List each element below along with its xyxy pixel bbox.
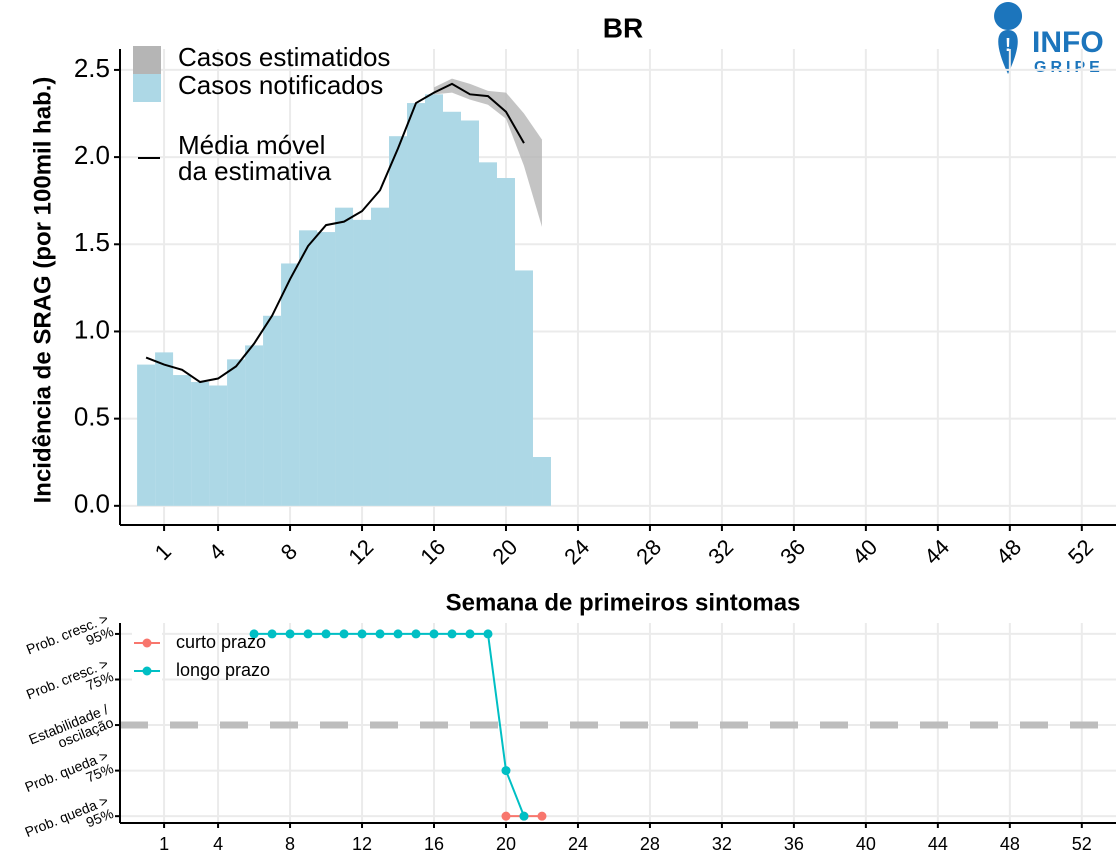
y-tick-label: 2.0 [74, 140, 110, 170]
legend-label: longo prazo [176, 660, 270, 680]
x-tick-label: 48 [1000, 834, 1020, 854]
trend-point [375, 629, 385, 639]
x-tick-label: 40 [847, 534, 882, 569]
x-tick-label: 4 [204, 539, 230, 565]
trend-point [465, 629, 475, 639]
trend-point [411, 629, 421, 639]
x-tick-label: 28 [631, 534, 666, 569]
bar [425, 94, 444, 506]
logo-pin [994, 2, 1023, 75]
x-tick-label: 4 [213, 834, 223, 854]
trend-point [519, 811, 529, 821]
y-tick-label: 2.5 [74, 53, 110, 83]
bar [209, 385, 228, 506]
trend-point [537, 811, 547, 821]
bar [532, 457, 551, 506]
x-tick-label: 24 [559, 534, 594, 569]
trend-point [429, 629, 439, 639]
chart-title: BR [603, 12, 643, 43]
bar [263, 315, 282, 506]
bar [155, 352, 174, 506]
trend-point [357, 629, 367, 639]
bar [460, 120, 479, 506]
legend-label: Casos estimatidos [178, 42, 391, 72]
bar [191, 382, 210, 506]
bar [496, 178, 515, 506]
trend-point [447, 629, 457, 639]
x-tick-label: 32 [712, 834, 732, 854]
trend-point [501, 811, 511, 821]
x-tick-label: 24 [568, 834, 588, 854]
trend-line [254, 632, 525, 817]
trend-point [303, 629, 313, 639]
estimate-band [523, 113, 542, 227]
x-tick-label: 44 [919, 534, 954, 569]
x-tick-label: 32 [703, 534, 738, 569]
bar [407, 103, 426, 506]
bar [137, 364, 156, 506]
bar [353, 219, 372, 506]
legend-key [142, 638, 152, 648]
x-tick-label: 36 [784, 834, 804, 854]
x-tick-label: 20 [496, 834, 516, 854]
bar [281, 263, 300, 506]
bar [371, 207, 390, 506]
bar [245, 345, 264, 506]
x-tick-label: 52 [1072, 834, 1092, 854]
logo-subtext: GRIPE [1034, 59, 1104, 76]
bar [299, 230, 318, 506]
bar [227, 359, 246, 506]
x-tick-label: 8 [285, 834, 295, 854]
x-tick-label: 28 [640, 834, 660, 854]
x-tick-label: 20 [487, 534, 522, 569]
legend-key [142, 666, 152, 676]
x-tick-label: 44 [928, 834, 948, 854]
x-tick-label: 48 [991, 534, 1026, 569]
logo-mark: ! [1005, 35, 1011, 55]
trend-point [501, 766, 511, 776]
legend-key [133, 46, 161, 74]
logo-text: INFO [1032, 26, 1104, 59]
x-axis-label: Semana de primeiros sintomas [446, 589, 801, 616]
x-tick-label: 16 [415, 534, 450, 569]
trend-point [339, 629, 349, 639]
x-tick-label: 52 [1063, 534, 1098, 569]
bar [389, 136, 408, 506]
bar [317, 232, 336, 506]
x-tick-label: 12 [352, 834, 372, 854]
bar [443, 111, 461, 506]
x-tick-label: 1 [150, 539, 176, 565]
y-tick-label: 0.0 [74, 489, 110, 519]
x-tick-label: 8 [276, 539, 302, 565]
x-tick-label: 40 [856, 834, 876, 854]
trend-point [321, 629, 331, 639]
bar [173, 375, 192, 506]
logo: ! INFO GRIPE [994, 2, 1104, 76]
legend-label: Casos notificados [178, 70, 384, 100]
bar [335, 207, 354, 506]
y-tick-label: 0.5 [74, 402, 110, 432]
bar [514, 270, 533, 506]
legend-label: Média móvel da estimativa [178, 130, 332, 186]
y-tick-label: 1.0 [74, 314, 110, 344]
y-axis-label: Incidência de SRAG (por 100mil hab.) [29, 77, 56, 504]
trend-point [285, 629, 295, 639]
x-tick-label: 16 [424, 834, 444, 854]
bar [478, 162, 497, 506]
trend-point [249, 629, 259, 639]
trend-point [483, 629, 493, 639]
x-tick-label: 12 [343, 534, 378, 569]
moving-average-line [145, 82, 525, 384]
x-tick-label: 1 [159, 834, 169, 854]
x-tick-label: 36 [775, 534, 810, 569]
y-tick-label: 1.5 [74, 227, 110, 257]
trend-point [267, 629, 277, 639]
legend-label: curto prazo [176, 632, 266, 652]
legend-key [133, 74, 161, 102]
trend-point [393, 629, 403, 639]
